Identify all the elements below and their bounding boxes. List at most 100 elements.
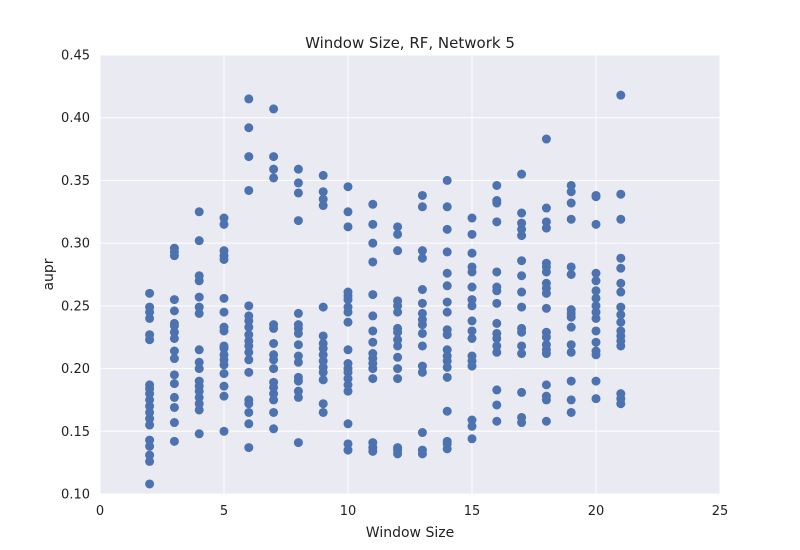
data-point xyxy=(145,330,155,340)
y-axis-label: aupr xyxy=(41,258,57,290)
data-point xyxy=(269,320,279,330)
data-point xyxy=(368,290,378,300)
data-point xyxy=(591,286,601,296)
data-point xyxy=(368,257,378,267)
x-tick-label: 25 xyxy=(712,504,729,519)
data-point xyxy=(467,434,477,444)
data-point xyxy=(219,307,229,317)
data-point xyxy=(293,164,303,174)
data-point xyxy=(566,322,576,332)
data-point xyxy=(492,416,502,426)
data-point xyxy=(145,456,155,466)
data-point xyxy=(169,418,179,428)
data-point xyxy=(194,376,204,386)
data-point xyxy=(442,406,452,416)
x-tick-label: 5 xyxy=(220,504,228,519)
data-point xyxy=(616,287,626,297)
data-point xyxy=(393,374,403,384)
data-point xyxy=(616,263,626,273)
data-point xyxy=(219,293,229,303)
plot-area xyxy=(100,55,720,494)
data-point xyxy=(616,389,626,399)
data-point xyxy=(492,385,502,395)
data-point xyxy=(169,354,179,364)
data-point xyxy=(343,317,353,327)
data-point xyxy=(467,415,477,425)
data-point xyxy=(169,306,179,316)
data-point xyxy=(541,203,551,213)
data-point xyxy=(616,253,626,263)
data-point xyxy=(591,268,601,278)
data-point xyxy=(194,271,204,281)
data-point xyxy=(616,214,626,224)
data-point xyxy=(492,298,502,308)
data-point xyxy=(566,180,576,190)
data-point xyxy=(492,400,502,410)
data-point xyxy=(566,395,576,405)
data-point xyxy=(442,175,452,185)
data-point xyxy=(541,223,551,233)
data-point xyxy=(541,380,551,390)
data-point xyxy=(343,222,353,232)
data-point xyxy=(194,405,204,415)
data-point xyxy=(293,351,303,361)
data-point xyxy=(169,243,179,253)
data-point xyxy=(442,372,452,382)
data-point xyxy=(343,287,353,297)
data-point xyxy=(293,357,303,367)
x-tick-label: 0 xyxy=(96,504,104,519)
data-point xyxy=(219,341,229,351)
data-point xyxy=(517,271,527,281)
data-point xyxy=(169,436,179,446)
data-point xyxy=(492,318,502,328)
data-point xyxy=(566,305,576,315)
data-point xyxy=(219,426,229,436)
data-point xyxy=(269,389,279,399)
data-point xyxy=(616,189,626,199)
data-point xyxy=(492,341,502,351)
data-point xyxy=(442,436,452,446)
data-point xyxy=(591,219,601,229)
data-point xyxy=(442,297,452,307)
data-point xyxy=(467,333,477,343)
data-point xyxy=(194,429,204,439)
data-point xyxy=(492,328,502,338)
data-point xyxy=(368,199,378,209)
data-point xyxy=(244,355,254,365)
data-point xyxy=(467,351,477,361)
data-point xyxy=(343,345,353,355)
data-point xyxy=(616,317,626,327)
data-point xyxy=(517,224,527,234)
data-point xyxy=(517,287,527,297)
data-point xyxy=(244,347,254,357)
data-point xyxy=(219,322,229,332)
y-tick-labels: 0.10 0.15 0.20 0.25 0.30 0.35 0.40 0.45 xyxy=(61,49,90,503)
data-point xyxy=(343,386,353,396)
data-point xyxy=(467,229,477,239)
data-point xyxy=(566,214,576,224)
data-point xyxy=(244,94,254,104)
data-point xyxy=(393,229,403,239)
data-point xyxy=(591,376,601,386)
data-point xyxy=(145,395,155,405)
data-point xyxy=(517,256,527,266)
data-point xyxy=(244,301,254,311)
data-point xyxy=(318,194,328,204)
data-point xyxy=(417,190,427,200)
data-point xyxy=(194,357,204,367)
data-point xyxy=(169,392,179,402)
data-point xyxy=(219,246,229,256)
chart-title: Window Size, RF, Network 5 xyxy=(305,34,515,52)
data-point xyxy=(269,364,279,374)
data-point xyxy=(417,315,427,325)
data-point xyxy=(541,391,551,401)
data-point xyxy=(194,302,204,312)
y-tick-label: 0.10 xyxy=(61,488,90,503)
data-point xyxy=(566,376,576,386)
data-point xyxy=(368,326,378,336)
data-point xyxy=(194,364,204,374)
data-point xyxy=(145,441,155,451)
data-point xyxy=(368,337,378,347)
data-point xyxy=(517,208,527,218)
